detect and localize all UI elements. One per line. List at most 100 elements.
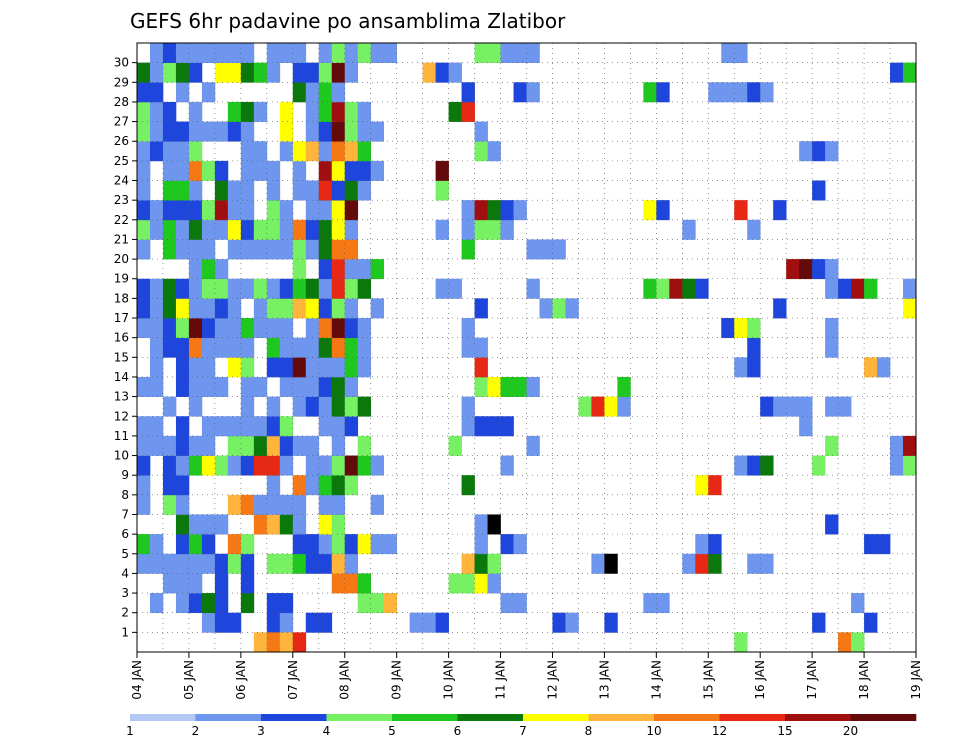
heatmap-cell bbox=[279, 298, 294, 319]
heatmap-cell bbox=[305, 180, 320, 201]
heatmap-cell bbox=[137, 435, 151, 456]
heatmap-cell bbox=[461, 573, 475, 594]
heatmap-cell bbox=[292, 239, 307, 260]
heatmap-cell bbox=[279, 514, 294, 535]
heatmap-cell bbox=[357, 43, 372, 63]
heatmap-cell bbox=[188, 357, 203, 378]
heatmap-cell bbox=[214, 573, 229, 594]
heatmap-cell bbox=[656, 593, 670, 614]
heatmap-cell bbox=[305, 553, 320, 574]
heatmap-cell bbox=[175, 494, 190, 515]
heatmap-cell bbox=[344, 219, 359, 240]
y-tick-label: 20 bbox=[114, 252, 129, 266]
heatmap-cell bbox=[240, 376, 255, 397]
heatmap-cell bbox=[214, 376, 229, 397]
colorbar-label: 15 bbox=[777, 724, 792, 738]
heatmap-cell bbox=[357, 534, 372, 555]
heatmap-cell bbox=[513, 82, 527, 103]
heatmap-cell bbox=[344, 475, 359, 496]
heatmap-cell bbox=[552, 239, 566, 260]
heatmap-cell bbox=[266, 62, 281, 83]
heatmap-cell bbox=[149, 200, 164, 221]
colorbar-swatch bbox=[195, 714, 262, 721]
heatmap-cell bbox=[474, 121, 488, 142]
heatmap-cell bbox=[357, 180, 372, 201]
chart-title: GEFS 6hr padavine po ansamblima Zlatibor bbox=[130, 9, 566, 33]
heatmap-cell bbox=[227, 239, 242, 260]
heatmap-cell bbox=[344, 160, 359, 181]
heatmap-cell bbox=[734, 455, 748, 476]
heatmap-cell bbox=[357, 278, 372, 299]
heatmap-cell bbox=[292, 278, 307, 299]
y-tick-label: 12 bbox=[114, 409, 129, 423]
heatmap-cell bbox=[890, 455, 904, 476]
heatmap-cell bbox=[305, 278, 320, 299]
heatmap-cell bbox=[656, 278, 670, 299]
heatmap-cell bbox=[188, 43, 203, 63]
heatmap-cell bbox=[357, 455, 372, 476]
heatmap-cell bbox=[604, 612, 618, 633]
heatmap-cell bbox=[357, 259, 372, 280]
heatmap-cell bbox=[227, 121, 242, 142]
heatmap-cell bbox=[175, 337, 190, 358]
heatmap-cell bbox=[357, 396, 372, 417]
heatmap-cell bbox=[214, 160, 229, 181]
heatmap-cell bbox=[292, 494, 307, 515]
heatmap-cell bbox=[162, 553, 177, 574]
heatmap-cell bbox=[240, 121, 255, 142]
heatmap-cell bbox=[461, 318, 475, 339]
heatmap-cell bbox=[825, 141, 839, 162]
heatmap-cell bbox=[474, 337, 488, 358]
heatmap-cell bbox=[240, 200, 255, 221]
heatmap-cell bbox=[474, 298, 488, 319]
heatmap-cell bbox=[812, 141, 826, 162]
heatmap-cell bbox=[137, 200, 151, 221]
heatmap-cell bbox=[318, 475, 333, 496]
heatmap-cell bbox=[448, 573, 462, 594]
heatmap-cell bbox=[279, 337, 294, 358]
heatmap-cell bbox=[214, 298, 229, 319]
heatmap-cell bbox=[344, 318, 359, 339]
heatmap-cell bbox=[409, 612, 423, 633]
heatmap-cell bbox=[305, 475, 320, 496]
heatmap-cell bbox=[227, 101, 242, 122]
heatmap-cell bbox=[864, 278, 878, 299]
heatmap-cell bbox=[682, 553, 696, 574]
heatmap-cell bbox=[214, 180, 229, 201]
heatmap-cell bbox=[890, 435, 904, 456]
heatmap-cell bbox=[227, 62, 242, 83]
heatmap-cell bbox=[240, 396, 255, 417]
heatmap-cell bbox=[331, 494, 346, 515]
heatmap-cell bbox=[240, 101, 255, 122]
heatmap-cell bbox=[331, 298, 346, 319]
heatmap-cell bbox=[162, 43, 177, 63]
heatmap-cell bbox=[279, 43, 294, 63]
heatmap-cell bbox=[188, 278, 203, 299]
heatmap-cell bbox=[708, 534, 722, 555]
heatmap-cell bbox=[695, 278, 709, 299]
heatmap-cell bbox=[137, 376, 151, 397]
y-tick-label: 23 bbox=[114, 193, 129, 207]
heatmap-cell bbox=[331, 278, 346, 299]
heatmap-cell bbox=[188, 298, 203, 319]
y-axis-ticks: 1234567891011121314151617181920212223242… bbox=[114, 56, 137, 639]
heatmap-cell bbox=[201, 416, 216, 437]
heatmap-cell bbox=[292, 259, 307, 280]
heatmap-cell bbox=[344, 141, 359, 162]
heatmap-cell bbox=[539, 298, 553, 319]
heatmap-cell bbox=[864, 534, 878, 555]
heatmap-cell bbox=[214, 278, 229, 299]
heatmap-cell bbox=[253, 455, 268, 476]
heatmap-cell bbox=[162, 239, 177, 260]
heatmap-cell bbox=[591, 396, 605, 417]
colorbar-label: 5 bbox=[388, 724, 396, 738]
heatmap-cell bbox=[240, 278, 255, 299]
heatmap-cell bbox=[370, 160, 385, 181]
heatmap-cell bbox=[318, 101, 333, 122]
heatmap-cell bbox=[357, 337, 372, 358]
heatmap-cell bbox=[266, 416, 281, 437]
heatmap-cell bbox=[825, 318, 839, 339]
heatmap-cell bbox=[318, 612, 333, 633]
heatmap-cell bbox=[253, 494, 268, 515]
heatmap-cell bbox=[526, 43, 540, 63]
